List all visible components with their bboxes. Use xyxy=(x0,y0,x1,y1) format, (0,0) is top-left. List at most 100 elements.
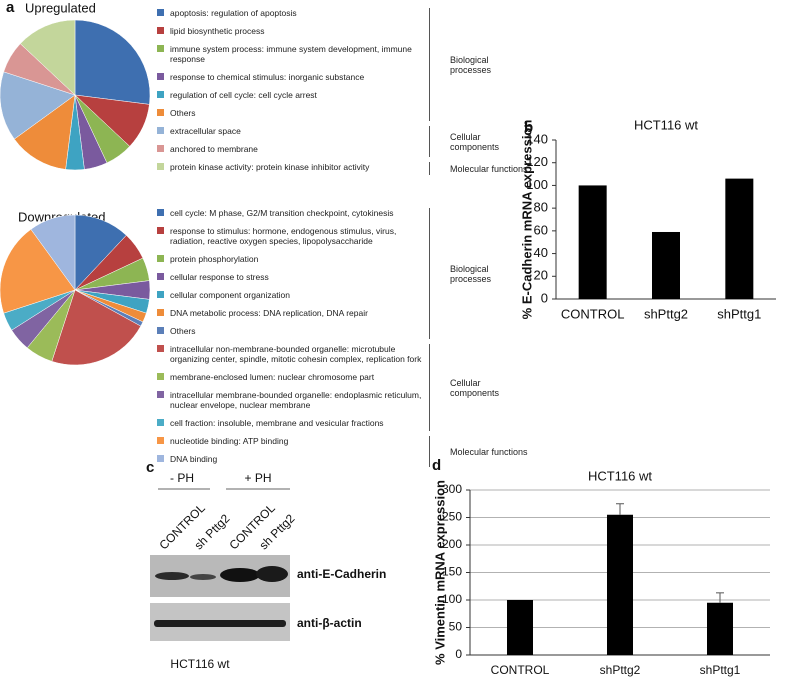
legend-group: intracellular non-membrane-bounded organ… xyxy=(157,344,577,436)
legend-entry: immune system process: immune system dev… xyxy=(157,44,429,64)
legend-entry: cellular component organization xyxy=(157,290,429,300)
legend-swatch xyxy=(157,291,164,298)
legend-text: cell fraction: insoluble, membrane and v… xyxy=(170,418,384,428)
y-tick-label: 200 xyxy=(442,537,462,551)
legend-text: DNA binding xyxy=(170,454,218,464)
legend-entry: response to chemical stimulus: inorganic… xyxy=(157,72,429,82)
legend-swatch xyxy=(157,391,164,398)
legend-swatch xyxy=(157,227,164,234)
legend-swatch xyxy=(157,163,164,170)
y-tick-label: 40 xyxy=(534,245,548,260)
y-tick-label: 100 xyxy=(526,177,548,192)
legend-entry: intracellular non-membrane-bounded organ… xyxy=(157,344,429,364)
pie-slice xyxy=(0,228,76,314)
legend-text: intracellular non-membrane-bounded organ… xyxy=(170,344,422,364)
legend-entry: extracellular space xyxy=(157,126,429,136)
legend-entry: DNA binding xyxy=(157,454,429,464)
y-tick-label: 0 xyxy=(455,647,462,661)
legend-entry: intracellular membrane-bounded organelle… xyxy=(157,390,429,410)
y-tick-label: 50 xyxy=(449,620,463,634)
legend-items: protein kinase activity: protein kinase … xyxy=(157,162,429,180)
legend-entry: Others xyxy=(157,108,429,118)
band xyxy=(190,574,216,580)
legend-swatch xyxy=(157,73,164,80)
legend-group: cell cycle: M phase, G2/M transition che… xyxy=(157,208,577,344)
legend-swatch xyxy=(157,455,164,462)
legend-text: response to stimulus: hormone, endogenou… xyxy=(170,226,397,246)
legend-text: cellular response to stress xyxy=(170,272,269,282)
y-tick-label: 150 xyxy=(442,565,462,579)
legend-swatch xyxy=(157,27,164,34)
legend-text: response to chemical stimulus: inorganic… xyxy=(170,72,365,82)
legend-group: apoptosis: regulation of apoptosis lipid … xyxy=(157,8,577,126)
legend-swatch xyxy=(157,373,164,380)
legend-entry: protein kinase activity: protein kinase … xyxy=(157,162,429,172)
bar xyxy=(725,178,754,299)
legend-entry: Others xyxy=(157,326,429,336)
legend-text: lipid biosynthetic process xyxy=(170,26,265,36)
legend-items: intracellular non-membrane-bounded organ… xyxy=(157,344,429,436)
legend-text: Others xyxy=(170,326,196,336)
chart-title: HCT116 wt xyxy=(634,117,698,132)
legend-group: protein kinase activity: protein kinase … xyxy=(157,162,577,180)
x-tick-label: shPttg2 xyxy=(600,663,641,677)
pie-slice xyxy=(30,214,76,291)
x-tick-label: CONTROL xyxy=(561,306,625,321)
x-tick-label: CONTROL xyxy=(491,663,550,677)
band xyxy=(256,566,288,582)
legend-items: apoptosis: regulation of apoptosis lipid … xyxy=(157,8,429,126)
pie-slice xyxy=(13,94,76,170)
legend-items: cell cycle: M phase, G2/M transition che… xyxy=(157,208,429,344)
legend-text: apoptosis: regulation of apoptosis xyxy=(170,8,297,18)
blot-group: + PH xyxy=(244,471,271,485)
y-tick-label: 80 xyxy=(534,200,548,215)
x-tick-label: shPttg2 xyxy=(644,306,688,321)
legend-swatch xyxy=(157,309,164,316)
x-tick-label: shPttg1 xyxy=(700,663,741,677)
legend-entry: cell fraction: insoluble, membrane and v… xyxy=(157,418,429,428)
group-label: Cellular components xyxy=(429,344,530,431)
legend-items: extracellular space anchored to membrane xyxy=(157,126,429,162)
panel-letter: b xyxy=(524,119,533,136)
x-tick-label: shPttg1 xyxy=(717,306,761,321)
legend-swatch xyxy=(157,345,164,352)
legend-text: membrane-enclosed lumen: nuclear chromos… xyxy=(170,372,375,382)
legend-entry: regulation of cell cycle: cell cycle arr… xyxy=(157,90,429,100)
legend-items: nucleotide binding: ATP binding DNA bindi… xyxy=(157,436,429,472)
band xyxy=(220,568,260,582)
band-label: anti-β-actin xyxy=(297,616,362,630)
legend-text: regulation of cell cycle: cell cycle arr… xyxy=(170,90,317,100)
bar xyxy=(578,185,607,299)
pie-slice xyxy=(19,19,76,96)
legend-text: cell cycle: M phase, G2/M transition che… xyxy=(170,208,394,218)
group-label: Biological processes xyxy=(429,8,530,121)
legend-entry: apoptosis: regulation of apoptosis xyxy=(157,8,429,18)
legend-entry: cellular response to stress xyxy=(157,272,429,282)
legend-swatch xyxy=(157,273,164,280)
legend-entry: lipid biosynthetic process xyxy=(157,26,429,36)
panel-letter: d xyxy=(432,457,441,474)
chart-title: HCT116 wt xyxy=(588,468,652,483)
legend-swatch xyxy=(157,109,164,116)
legend-text: DNA metabolic process: DNA replication, … xyxy=(170,308,368,318)
pie-slice xyxy=(51,289,142,366)
legend-swatch xyxy=(157,9,164,16)
panel-letter: a xyxy=(6,0,15,16)
group-label: Cellular components xyxy=(429,126,530,157)
band xyxy=(155,572,189,580)
panel-letter: c xyxy=(146,459,154,476)
legend-entry: DNA metabolic process: DNA replication, … xyxy=(157,308,429,318)
legend-text: protein kinase activity: protein kinase … xyxy=(170,162,370,172)
blot-caption: HCT116 wt xyxy=(170,657,230,671)
group-label: Biological processes xyxy=(429,208,530,339)
group-label: Molecular functions xyxy=(429,436,530,467)
y-tick-label: 300 xyxy=(442,482,462,496)
legend-text: cellular component organization xyxy=(170,290,291,300)
y-axis-label: % Vimentin mRNA expression xyxy=(432,480,447,665)
legend-text: protein phosphorylation xyxy=(170,254,259,264)
legend-entry: protein phosphorylation xyxy=(157,254,429,264)
legend-swatch xyxy=(157,437,164,444)
legend-entry: response to stimulus: hormone, endogenou… xyxy=(157,226,429,246)
blot-group: - PH xyxy=(170,471,194,485)
